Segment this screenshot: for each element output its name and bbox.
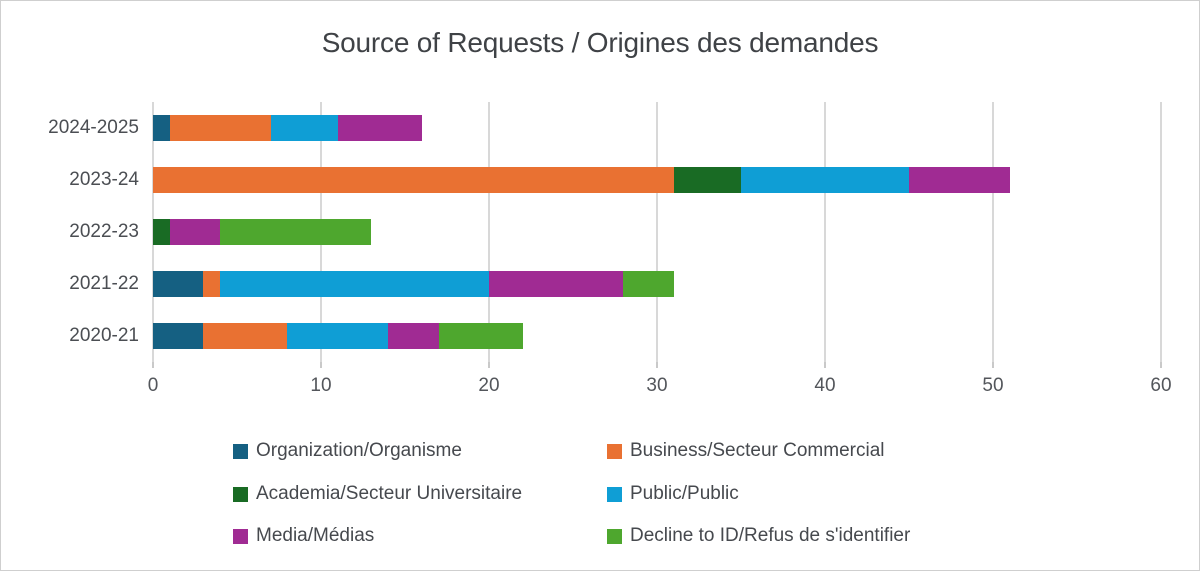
x-axis-tick xyxy=(488,362,490,368)
bar-segment xyxy=(388,323,439,349)
x-tick-label: 50 xyxy=(982,375,1004,396)
legend-item: Academia/Secteur Universitaire xyxy=(233,483,522,505)
y-category-label: 2023-24 xyxy=(69,169,139,190)
bar-segment xyxy=(169,219,221,245)
bar-segment xyxy=(337,115,422,141)
chart-title: Source of Requests / Origines des demand… xyxy=(321,27,879,58)
x-tick-label: 10 xyxy=(310,375,332,396)
bar-segment xyxy=(623,271,674,297)
bar-segment xyxy=(169,115,271,141)
gridline xyxy=(488,102,490,362)
x-tick-label: 0 xyxy=(147,375,159,396)
bar-segment xyxy=(153,271,204,297)
y-category-label: 2024-2025 xyxy=(48,117,139,138)
legend-swatch xyxy=(233,443,248,459)
legend-label: Academia/Secteur Universitaire xyxy=(256,483,523,504)
bar-segment xyxy=(287,323,389,349)
legend-swatch xyxy=(607,528,622,544)
bar-segment xyxy=(220,219,372,245)
x-axis-tick xyxy=(1160,362,1162,368)
legend-label: Organization/Organisme xyxy=(256,440,462,461)
legend-label: Decline to ID/Refus de s'identifier xyxy=(630,525,911,546)
legend-label: Business/Secteur Commercial xyxy=(630,440,885,461)
bar-segment xyxy=(270,115,338,141)
x-axis-tick xyxy=(152,362,154,368)
bar-segment xyxy=(153,219,170,245)
x-axis-tick xyxy=(320,362,322,368)
bar-segment xyxy=(153,167,674,193)
x-tick-label: 30 xyxy=(646,375,668,396)
bar-segment xyxy=(673,167,741,193)
bar-segment xyxy=(203,271,221,297)
x-tick-label: 20 xyxy=(478,375,500,396)
legend-item: Media/Médias xyxy=(233,525,374,547)
gridline xyxy=(824,102,826,362)
legend-swatch xyxy=(607,486,622,502)
bar-segment xyxy=(489,271,624,297)
x-axis-tick xyxy=(824,362,826,368)
legend-label: Media/Médias xyxy=(256,525,375,546)
legend-item: Organization/Organisme xyxy=(233,440,462,462)
legend-item: Decline to ID/Refus de s'identifier xyxy=(607,525,910,547)
x-axis-tick xyxy=(656,362,658,368)
bar-segment xyxy=(203,323,288,349)
bar-segment xyxy=(438,323,523,349)
x-axis-tick xyxy=(992,362,994,368)
legend-swatch xyxy=(233,486,248,502)
bar-segment xyxy=(909,167,1010,193)
legend-item: Public/Public xyxy=(607,483,739,505)
gridline xyxy=(656,102,658,362)
y-category-label: 2022-23 xyxy=(69,221,139,242)
bar-segment xyxy=(220,271,489,297)
y-category-label: 2020-21 xyxy=(69,325,139,346)
legend-swatch xyxy=(233,528,248,544)
x-tick-label: 60 xyxy=(1150,375,1172,396)
bar-segment xyxy=(741,167,909,193)
x-tick-label: 40 xyxy=(814,375,836,396)
bar-segment xyxy=(153,115,170,141)
gridline xyxy=(1160,102,1162,362)
legend-swatch xyxy=(607,443,622,459)
legend-item: Business/Secteur Commercial xyxy=(607,440,884,462)
gridline xyxy=(992,102,994,362)
y-category-label: 2021-22 xyxy=(69,273,139,294)
legend-label: Public/Public xyxy=(630,483,739,504)
bar-segment xyxy=(153,323,204,349)
